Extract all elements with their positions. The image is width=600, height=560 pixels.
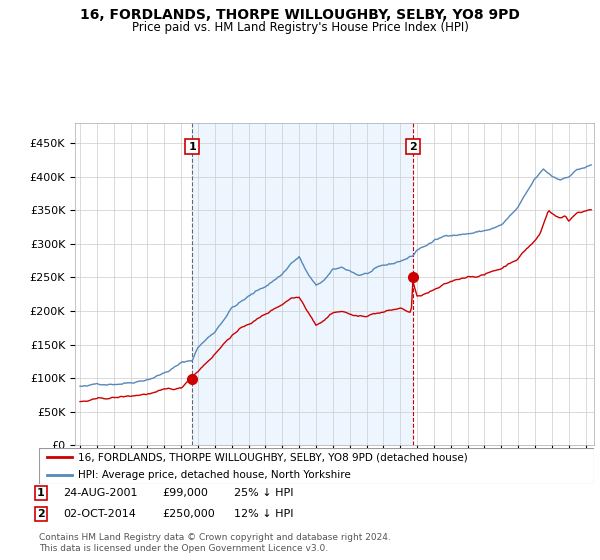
Text: 1: 1: [188, 142, 196, 152]
Text: Contains HM Land Registry data © Crown copyright and database right 2024.
This d: Contains HM Land Registry data © Crown c…: [39, 533, 391, 553]
Text: 24-AUG-2001: 24-AUG-2001: [63, 488, 137, 498]
Text: 2: 2: [409, 142, 417, 152]
Text: £99,000: £99,000: [162, 488, 208, 498]
Text: 16, FORDLANDS, THORPE WILLOUGHBY, SELBY, YO8 9PD (detached house): 16, FORDLANDS, THORPE WILLOUGHBY, SELBY,…: [78, 452, 467, 462]
Text: 2: 2: [37, 509, 44, 519]
Text: 25% ↓ HPI: 25% ↓ HPI: [234, 488, 293, 498]
Text: £250,000: £250,000: [162, 509, 215, 519]
Text: Price paid vs. HM Land Registry's House Price Index (HPI): Price paid vs. HM Land Registry's House …: [131, 21, 469, 34]
Text: 16, FORDLANDS, THORPE WILLOUGHBY, SELBY, YO8 9PD: 16, FORDLANDS, THORPE WILLOUGHBY, SELBY,…: [80, 8, 520, 22]
Bar: [192, 123, 413, 445]
Text: 12% ↓ HPI: 12% ↓ HPI: [234, 509, 293, 519]
Text: 02-OCT-2014: 02-OCT-2014: [63, 509, 136, 519]
Text: 1: 1: [37, 488, 44, 498]
Text: HPI: Average price, detached house, North Yorkshire: HPI: Average price, detached house, Nort…: [78, 470, 350, 480]
